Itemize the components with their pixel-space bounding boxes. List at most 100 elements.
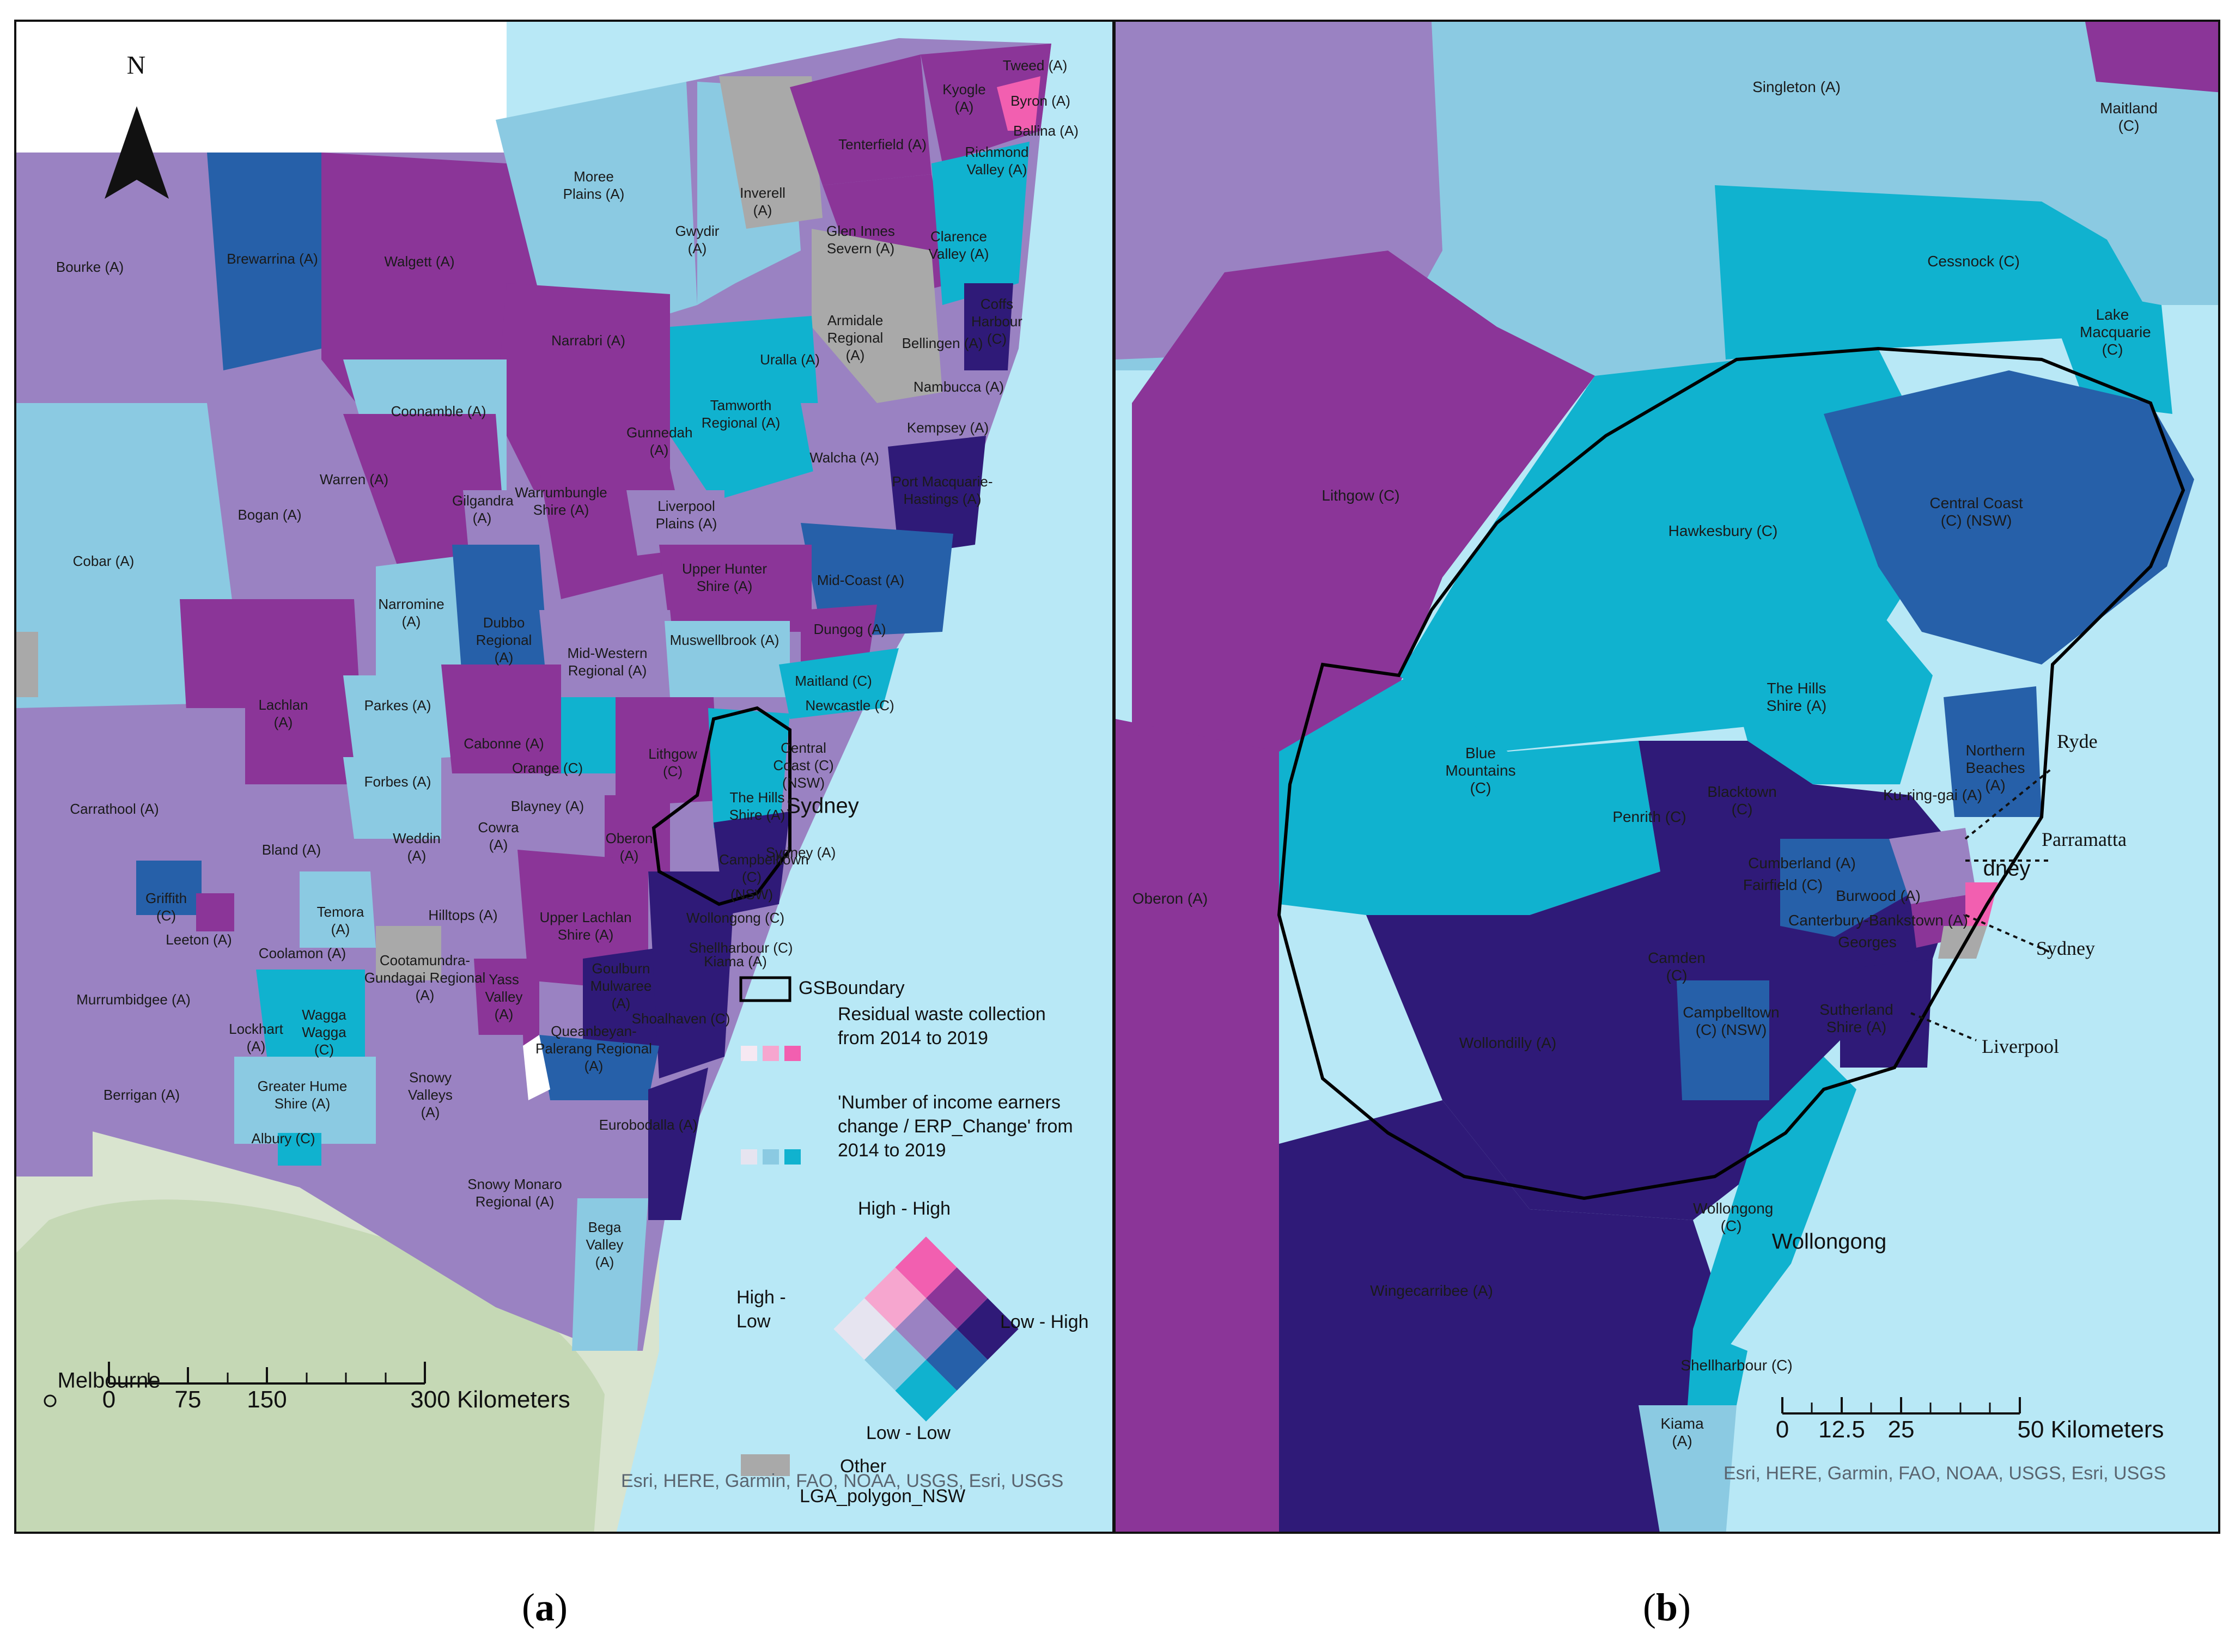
- melbourne-label: Melbourne: [57, 1368, 161, 1393]
- region-central-coast: [708, 708, 790, 839]
- lga-label: Warrumbungle Shire (A): [515, 484, 607, 518]
- lga-label: Georges: [1838, 934, 1897, 950]
- region-brewarrina: [207, 153, 321, 370]
- callout-parramatta: Parramatta: [2042, 828, 2127, 850]
- region-clarence: [931, 142, 1030, 305]
- lga-label: Ballina (A): [1013, 123, 1079, 139]
- lga-label: Clarence Valley (A): [928, 228, 989, 262]
- lga-label: Moree Plains (A): [563, 168, 625, 202]
- lga-label: Wagga Wagga (C): [302, 1007, 346, 1058]
- lga-label: Coffs Harbour (C): [971, 296, 1022, 347]
- lga-label: Glen Innes Severn (A): [826, 223, 895, 257]
- lga-label: Oberon (A): [605, 830, 653, 864]
- lga-label: Shellharbour (C): [689, 940, 793, 956]
- lga-label: Greater Hume Shire (A): [257, 1078, 348, 1112]
- attribution-a: Esri, HERE, Garmin, FAO, NOAA, USGS, Esr…: [621, 1471, 1064, 1491]
- lga-label: Dubbo Regional (A): [476, 614, 532, 666]
- lga-label: Camden (C): [1648, 949, 1706, 984]
- lga-label: Newcastle (C): [805, 697, 894, 714]
- region-bega: [572, 1198, 648, 1351]
- lga-label: Narrabri (A): [551, 332, 625, 349]
- region-tamworth: [670, 316, 823, 501]
- region-narromine: [376, 556, 474, 686]
- lga-label: Lithgow (C): [1321, 487, 1400, 504]
- gs-boundary-outline-b: [1277, 346, 2185, 1200]
- lga-label: Bega Valley (A): [586, 1219, 624, 1270]
- region-walcha: [801, 403, 921, 523]
- region-liverpool-plains: [626, 490, 724, 556]
- lga-label: Lockhart (A): [229, 1021, 283, 1054]
- bivar-high-high: High - High: [858, 1198, 951, 1219]
- region-lithgow: [616, 697, 719, 806]
- region-queanbeyan: [539, 1035, 659, 1100]
- region-yass: [474, 959, 539, 1046]
- lga-label: Muswellbrook (A): [669, 632, 779, 648]
- region-newcastle: [779, 648, 899, 719]
- lga-label: Port Macquarie-Hastings (A): [892, 473, 993, 507]
- lga-label: Cumberland (A): [1748, 855, 1856, 871]
- lga-label: Eurobodalla (A): [599, 1117, 698, 1133]
- gs-boundary-outline: [651, 706, 791, 906]
- lga-label: Snowy Monaro Regional (A): [467, 1176, 562, 1210]
- bivar-low-high: Low - High: [1000, 1312, 1089, 1332]
- nsw-lga-map: [16, 22, 1112, 1532]
- lga-label: Lake Macquarie (C): [2080, 306, 2151, 358]
- scale-tick: 75: [174, 1386, 202, 1413]
- callout-liverpool: Liverpool: [1982, 1035, 2059, 1057]
- region-dubbo: [452, 545, 550, 692]
- region-midwestern: [539, 610, 681, 719]
- lga-label: Narromine (A): [378, 596, 444, 630]
- lga-label: Maitland (C): [2100, 100, 2158, 134]
- lga-label: Northern Beaches (A): [1965, 742, 2025, 794]
- lga-label: Carrathool (A): [70, 801, 159, 817]
- lga-label: Nambucca (A): [913, 379, 1004, 395]
- scale-tick: 50 Kilometers: [2017, 1416, 2164, 1443]
- lga-label: Blacktown (C): [1707, 783, 1777, 818]
- region-parkes: [343, 675, 452, 763]
- north-label: N: [126, 51, 146, 80]
- legend-lga-polygon-label: LGA_polygon_NSW: [800, 1486, 966, 1507]
- region-coffs: [964, 283, 1013, 370]
- greater-sydney-map: [1116, 22, 2218, 1532]
- lga-label: The Hills Shire (A): [729, 789, 785, 823]
- region-tenterfield: [790, 54, 931, 185]
- scale-tick: 0: [102, 1386, 116, 1413]
- lga-label: Wingecarribee (A): [1370, 1282, 1493, 1299]
- lga-label: Lithgow (C): [648, 746, 697, 779]
- lga-label: Armidale Regional (A): [827, 312, 884, 363]
- legend-other-label: Other: [840, 1456, 887, 1477]
- lga-label: Ku-ring-gai (A): [1883, 787, 1983, 803]
- bivar-high-low: High - Low: [736, 1287, 786, 1332]
- region-orange: [561, 697, 616, 773]
- lga-label: Central Coast (C) (NSW): [773, 740, 834, 791]
- lga-label: Maitland (C): [795, 673, 872, 689]
- bivar-low-low: Low - Low: [866, 1423, 951, 1443]
- lga-label: Walgett (A): [384, 253, 455, 270]
- lga-label: Wollongong (C): [686, 910, 785, 926]
- lga-label: Byron (A): [1010, 93, 1070, 109]
- region-kyogle: [921, 44, 1051, 163]
- region-griffith: [136, 861, 202, 915]
- lga-label: Sydney (A): [765, 844, 836, 861]
- legend-income-label: 'Number of income earners change / ERP_C…: [838, 1092, 1073, 1161]
- north-arrow-icon: [105, 106, 169, 199]
- lga-label: Leeton (A): [166, 931, 232, 948]
- map-panel-b[interactable]: Singleton (A) Maitland (C) Cessnock (C) …: [1113, 20, 2220, 1534]
- lga-label: Walcha (A): [809, 449, 879, 466]
- lga-label: Blue Mountains (C): [1445, 745, 1516, 796]
- lga-label: Bogan (A): [237, 507, 302, 523]
- lga-label: Oberon (A): [1132, 890, 1208, 907]
- lga-label: Central Coast (C) (NSW): [1929, 495, 2023, 529]
- region-cootamundra: [376, 926, 441, 980]
- map-panel-a[interactable]: N Sydney Melbourne Tweed (A) Byron (A) B…: [14, 20, 1115, 1534]
- region-greater-hume: [234, 1057, 376, 1144]
- region-leeton: [196, 893, 234, 931]
- lga-label: Upper Lachlan Shire (A): [539, 909, 632, 943]
- lga-label: Kempsey (A): [906, 419, 989, 436]
- callout-sydney: Sydney: [2036, 937, 2095, 959]
- lga-label: Mid-Western Regional (A): [567, 645, 648, 679]
- lga-label: Orange (C): [511, 760, 583, 776]
- lga-label: Temora (A): [316, 904, 364, 937]
- lga-label: Goulburn Mulwaree (A): [590, 960, 652, 1011]
- legend-gs-swatch: [739, 976, 791, 1002]
